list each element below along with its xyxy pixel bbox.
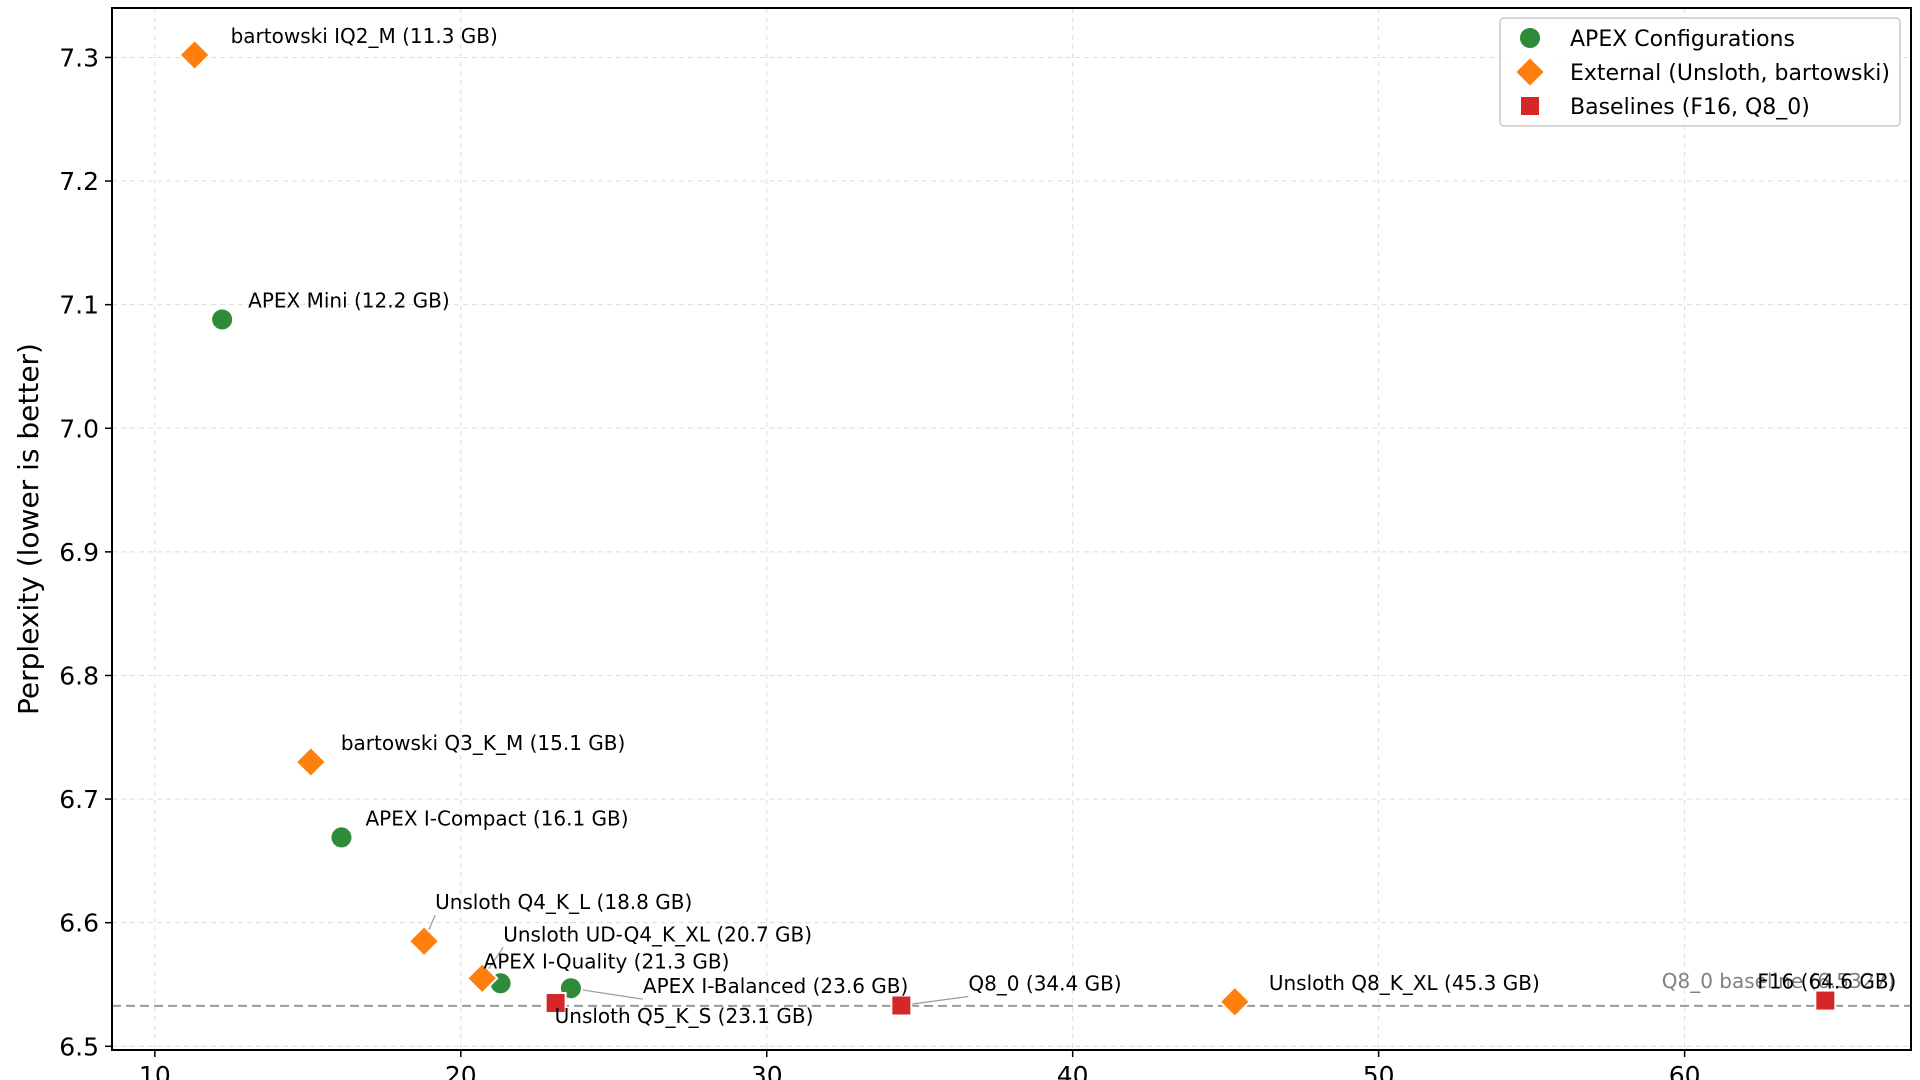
y-axis-label: Perplexity (lower is better) — [12, 343, 45, 715]
diamond-data-point — [465, 961, 499, 995]
square-data-point — [544, 992, 567, 1015]
point-label: APEX I-Balanced (23.6 GB) — [643, 974, 908, 998]
point-label: Unsloth Q5_K_S (23.1 GB) — [555, 1004, 814, 1028]
x-tick-label: 10 — [139, 1061, 171, 1080]
point-label: Unsloth Q8_K_XL (45.3 GB) — [1269, 971, 1540, 995]
legend-entry-label: External (Unsloth, bartowski) — [1570, 61, 1890, 86]
circle-data-point — [210, 307, 235, 332]
point-label: APEX I-Quality (21.3 GB) — [484, 949, 730, 973]
legend-diamond-marker — [1513, 55, 1547, 89]
reference-line-group: Q8_0 baseline (6.5327) — [112, 969, 1911, 1007]
data-points — [178, 38, 1837, 1019]
grid-lines — [112, 8, 1911, 1050]
circle-data-point — [329, 825, 354, 850]
leader-line — [901, 995, 969, 1007]
y-tick-label: 7.3 — [59, 43, 99, 72]
diamond-data-point — [294, 745, 328, 779]
point-label: bartowski Q3_K_M (15.1 GB) — [341, 731, 625, 755]
y-tick-label: 6.5 — [59, 1032, 99, 1061]
point-label: Unsloth UD-Q4_K_XL (20.7 GB) — [503, 922, 812, 946]
x-tick-label: 20 — [445, 1061, 477, 1080]
y-tick-label: 6.7 — [59, 785, 99, 814]
square-data-point — [1814, 989, 1837, 1012]
plot-frame — [111, 7, 1912, 1051]
y-tick-label: 7.1 — [59, 291, 99, 320]
diamond-data-point — [1218, 985, 1252, 1019]
point-label: F16 (64.6 GB) — [1757, 970, 1896, 994]
point-labels: APEX Mini (12.2 GB) APEX I-Compact (16.1 … — [231, 24, 1897, 1028]
y-tick-label: 6.9 — [59, 538, 99, 567]
leader-line — [570, 987, 644, 1000]
axis-ticks: 10 20 30 40 50 60 6.5 6.6 6.7 6.8 6.9 7.0 7.1 7.2 7.3 — [59, 43, 1700, 1080]
legend: APEX Configurations External (Unsloth, ba… — [1499, 17, 1901, 127]
square-data-point — [890, 994, 913, 1017]
point-label: bartowski IQ2_M (11.3 GB) — [231, 24, 498, 48]
y-tick-label: 6.6 — [59, 909, 99, 938]
diamond-data-point — [407, 924, 441, 958]
y-tick-label: 7.2 — [59, 167, 99, 196]
legend-box — [1499, 17, 1901, 127]
reference-line-label: Q8_0 baseline (6.5327) — [1662, 969, 1895, 993]
legend-entry-label: APEX Configurations — [1570, 27, 1795, 52]
point-label: Q8_0 (34.4 GB) — [968, 972, 1121, 996]
x-tick-label: 30 — [751, 1061, 783, 1080]
legend-square-marker — [1519, 95, 1541, 117]
y-tick-label: 6.8 — [59, 661, 99, 690]
diamond-data-point — [178, 38, 212, 72]
x-tick-label: 60 — [1669, 1061, 1701, 1080]
point-label: APEX Mini (12.2 GB) — [248, 288, 450, 312]
point-label: Unsloth Q4_K_L (18.8 GB) — [435, 890, 692, 914]
point-label: APEX I-Compact (16.1 GB) — [365, 806, 628, 830]
legend-circle-marker — [1518, 26, 1542, 50]
legend-entry-label: Baselines (F16, Q8_0) — [1570, 95, 1810, 120]
x-tick-label: 50 — [1363, 1061, 1395, 1080]
y-tick-label: 7.0 — [59, 414, 99, 443]
x-tick-label: 40 — [1057, 1061, 1089, 1080]
